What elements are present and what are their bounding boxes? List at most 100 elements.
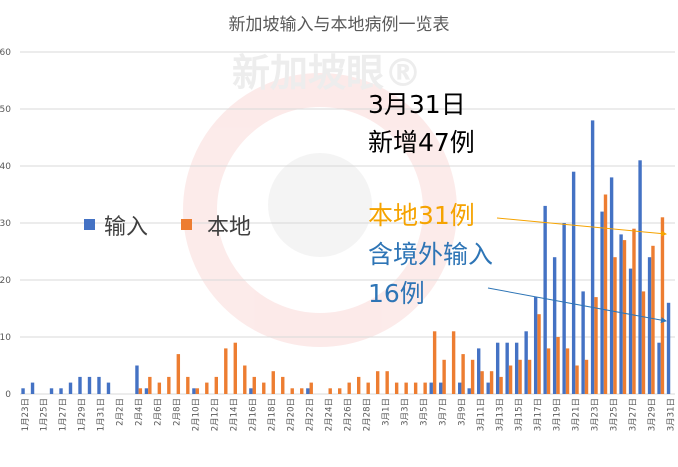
bar-local [546, 348, 551, 394]
bar-imported [429, 382, 433, 394]
y-tick-label: 0 [5, 390, 11, 400]
bar-local [394, 382, 399, 394]
bar-imported [505, 342, 509, 394]
bar-local [565, 348, 570, 394]
bar-local [252, 376, 256, 394]
x-tick-label: 3月27日 [628, 398, 638, 431]
bar-imported [552, 257, 557, 394]
bar-local [328, 388, 332, 394]
x-tick-label: 2月22日 [306, 398, 316, 431]
x-tick-label: 1月29日 [78, 398, 88, 431]
bars [21, 120, 671, 395]
bar-imported [514, 342, 519, 394]
legend-label-local: 本地 [207, 215, 251, 240]
bar-imported [192, 388, 196, 394]
x-tick-label: 2月20日 [287, 398, 297, 431]
bar-local [584, 359, 589, 394]
bar-local [499, 376, 503, 394]
bar-imported [439, 382, 443, 394]
watermark-logo-core [268, 153, 372, 257]
x-tick-label: 1月25日 [40, 398, 50, 431]
annotation-imported-2: 16例 [368, 279, 425, 308]
legend-label-imported: 输入 [104, 215, 148, 240]
bar-local [338, 388, 342, 394]
bar-local [375, 371, 380, 394]
bar-local [480, 371, 484, 394]
bar-imported [647, 257, 652, 394]
bar-local [404, 382, 408, 394]
bar-imported [666, 302, 671, 394]
x-tick-label: 2月10日 [192, 398, 202, 431]
bar-local [385, 371, 389, 394]
bar-local [423, 382, 427, 394]
bar-local [632, 228, 636, 394]
x-tick-label: 3月21日 [571, 398, 581, 431]
bar-local [224, 348, 228, 394]
annotation-imported-1: 含境外输入 [368, 240, 493, 269]
x-tick-label: 2月16日 [249, 398, 259, 431]
bar-local [556, 337, 560, 394]
x-axis-ticks: 1月23日 1月25日 1月27日 1月29日 1月31日 2月2日 2月4日 2月6日 2月8… [21, 398, 677, 431]
x-tick-label: 3月13日 [495, 398, 505, 431]
legend-swatch-local [181, 219, 192, 230]
bar-local [651, 245, 655, 394]
bar-local [243, 365, 247, 394]
bar-local [205, 382, 209, 394]
bar-imported [135, 365, 139, 394]
annotation-date: 3月31日 [368, 90, 466, 119]
bar-imported [30, 382, 35, 394]
bar-imported [609, 177, 614, 394]
x-tick-label: 2月2日 [116, 398, 126, 426]
x-tick-label: 3月1日 [381, 398, 391, 426]
x-tick-label: 3月3日 [400, 398, 410, 426]
bar-imported [458, 382, 462, 394]
x-tick-label: 3月31日 [666, 398, 676, 431]
x-tick-label: 3月17日 [533, 398, 543, 431]
x-tick-label: 1月31日 [97, 398, 107, 431]
x-tick-label: 3月11日 [476, 398, 486, 431]
x-tick-label: 2月6日 [154, 398, 164, 426]
bar-local [575, 365, 579, 394]
x-tick-label: 3月15日 [514, 398, 524, 431]
bar-local [309, 382, 313, 394]
y-tick-label: 10 [0, 333, 11, 343]
bar-imported [581, 291, 585, 394]
bar-local [660, 217, 665, 394]
chart-title: 新加坡输入与本地病例一览表 [229, 15, 450, 35]
bar-local [622, 240, 627, 394]
legend: 输入 本地 [84, 215, 251, 240]
bar-local [271, 371, 275, 394]
bar-imported [467, 388, 471, 394]
x-tick-label: 3月29日 [647, 398, 657, 431]
annotation-new-cases: 新增47例 [368, 128, 475, 157]
arrow-imported [487, 287, 667, 324]
x-tick-label: 2月28日 [362, 398, 372, 431]
annotation-local: 本地31例 [368, 201, 475, 230]
bar-local [413, 382, 418, 394]
bar-local [518, 359, 522, 394]
bar-local [148, 376, 152, 394]
bar-local [300, 388, 304, 394]
bar-imported [249, 388, 253, 394]
bar-local [470, 359, 475, 394]
y-tick-label: 40 [0, 162, 11, 172]
bar-local [489, 371, 494, 394]
y-tick-label: 30 [0, 219, 11, 229]
bar-local [366, 382, 370, 394]
bar-local [186, 376, 190, 394]
bar-imported [524, 331, 528, 394]
bar-imported [495, 342, 500, 394]
y-axis-ticks: 0 10 20 30 40 50 60 [0, 48, 11, 400]
bar-imported [477, 348, 481, 394]
bar-local [281, 376, 285, 394]
bar-imported [68, 382, 73, 394]
bar-imported [543, 205, 547, 394]
bar-local [176, 354, 181, 394]
bar-imported [638, 160, 642, 394]
bar-local [594, 297, 598, 394]
bar-imported [657, 342, 661, 394]
x-tick-label: 3月9日 [457, 398, 467, 426]
watermark: 新加坡眼® [183, 51, 457, 347]
x-tick-label: 2月4日 [135, 398, 145, 426]
x-tick-label: 3月19日 [552, 398, 562, 431]
